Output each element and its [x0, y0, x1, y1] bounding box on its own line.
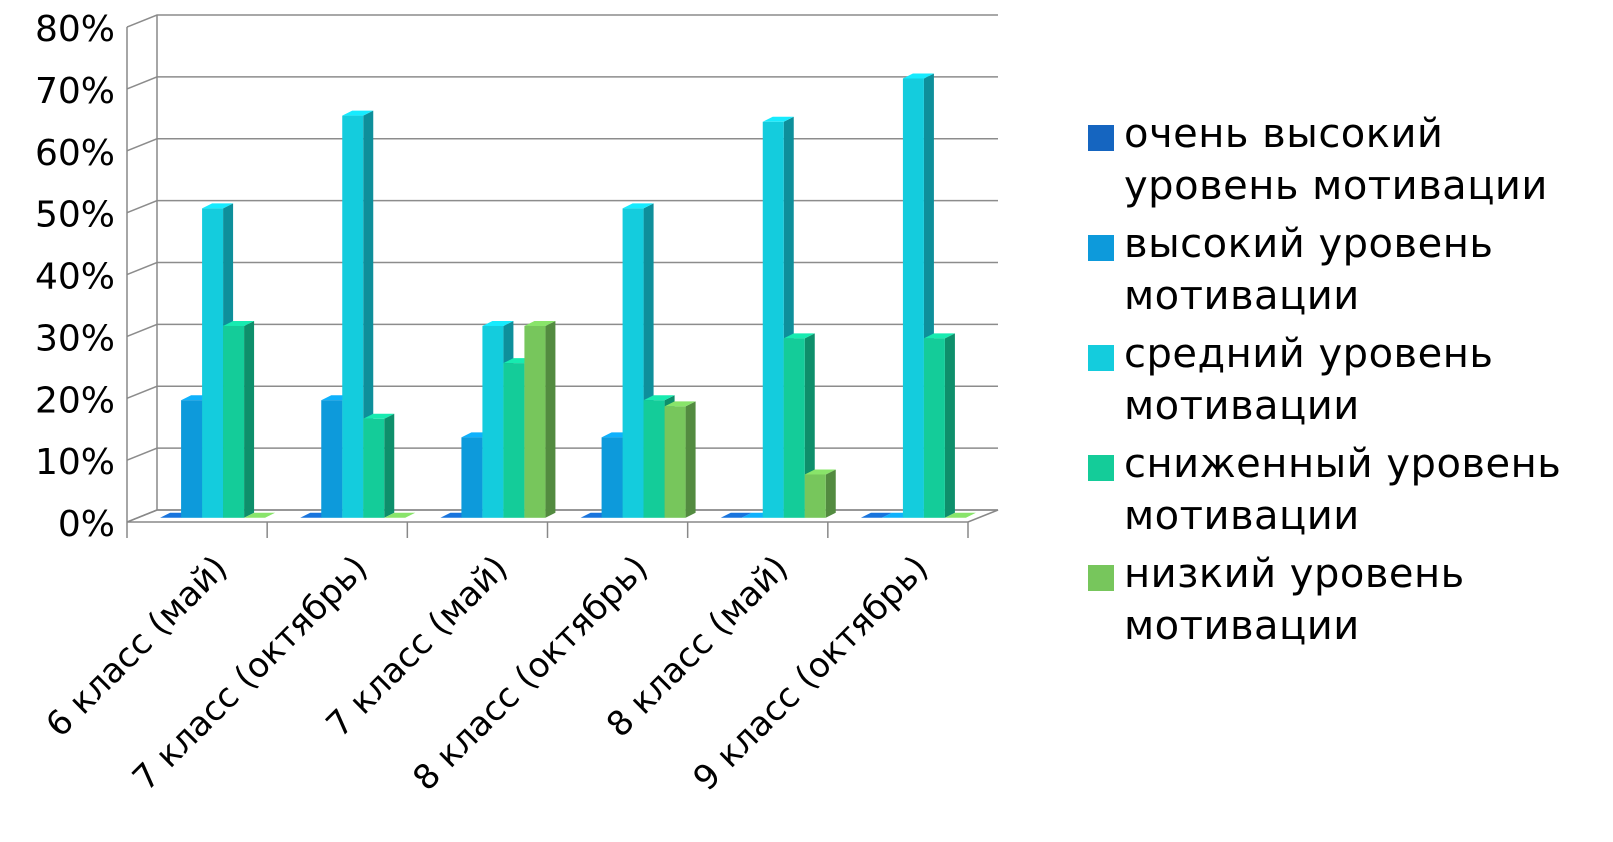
bars — [160, 73, 976, 518]
legend-swatch — [1088, 235, 1114, 261]
bar-front — [202, 208, 224, 518]
legend-item: высокий уровень мотивации — [1088, 218, 1608, 322]
gridline — [126, 76, 998, 90]
bar — [384, 512, 416, 518]
x-axis-tick-labels: 6 класс (май)7 класс (октябрь)7 класс (м… — [38, 548, 936, 799]
bar-side — [944, 333, 955, 518]
bar-top — [944, 512, 976, 518]
x-tick-label: 7 класс (октябрь) — [125, 548, 376, 799]
x-tick-label: 8 класс (октябрь) — [405, 548, 656, 799]
bar — [664, 401, 696, 518]
y-tick-label: 40% — [35, 257, 115, 298]
x-tick-label: 9 класс (октябрь) — [686, 548, 937, 799]
bar-front — [524, 325, 546, 518]
bar-top — [664, 401, 696, 407]
bar-top — [363, 413, 395, 419]
gridline — [126, 385, 998, 399]
legend-swatch — [1088, 125, 1114, 151]
bar — [720, 512, 752, 518]
bar-top — [783, 333, 815, 339]
y-tick-label: 10% — [35, 442, 115, 483]
bar-top — [202, 203, 234, 209]
legend-label: средний уровень мотивации — [1124, 331, 1494, 429]
legend-item: средний уровень мотивации — [1088, 328, 1608, 432]
bar — [622, 203, 654, 518]
bar-side — [825, 469, 836, 518]
legend-swatch — [1088, 455, 1114, 481]
bar-front — [804, 474, 826, 518]
legend-swatch — [1088, 565, 1114, 591]
y-tick-label: 60% — [35, 133, 115, 174]
legend-label: низкий уровень мотивации — [1124, 551, 1465, 649]
bar-top — [622, 203, 654, 209]
y-tick-label: 30% — [35, 318, 115, 359]
bar-front — [363, 418, 385, 518]
bar-top — [342, 110, 374, 116]
bar-front — [482, 325, 504, 518]
bar-chart: 0% 10% 20% 30% 40% 50% 60% 70% 80% 6 класс (май)… — [35, 9, 999, 799]
legend-label: очень высокий уровень мотивации — [1124, 111, 1548, 209]
legend-item: очень высокий уровень мотивации — [1088, 108, 1608, 212]
grid-lines — [126, 14, 998, 523]
bar — [342, 110, 374, 518]
bar-top — [923, 333, 955, 339]
bar-front — [342, 115, 364, 518]
bar-front — [461, 437, 483, 518]
bar-front — [181, 400, 203, 518]
legend-item: сниженный уровень мотивации — [1088, 438, 1608, 542]
y-tick-label: 50% — [35, 195, 115, 236]
bar-front — [783, 338, 805, 518]
y-tick-label: 80% — [35, 9, 115, 50]
bar — [944, 512, 976, 518]
bar-top — [384, 512, 416, 518]
bar-top — [902, 73, 934, 79]
bar-front — [622, 208, 644, 518]
gridline — [126, 261, 998, 276]
bar-front — [923, 338, 945, 518]
y-tick-label: 70% — [35, 71, 115, 112]
legend-label: высокий уровень мотивации — [1124, 221, 1494, 319]
bar-top — [720, 512, 752, 518]
bar-top — [244, 512, 276, 518]
bar-front — [223, 325, 245, 518]
legend-item: низкий уровень мотивации — [1088, 548, 1608, 652]
bar-side — [244, 320, 255, 518]
bar-front — [321, 400, 343, 518]
bar-side — [685, 401, 696, 518]
bar — [524, 320, 556, 518]
bar — [244, 512, 276, 518]
legend-label: сниженный уровень мотивации — [1124, 441, 1562, 539]
bar — [223, 320, 255, 518]
bar — [804, 469, 836, 518]
gridline — [126, 14, 998, 28]
y-tick-label: 0% — [58, 504, 115, 545]
bar-front — [902, 78, 924, 518]
bar-front — [601, 437, 623, 518]
y-axis-tick-labels: 0% 10% 20% 30% 40% 50% 60% 70% 80% — [35, 9, 115, 545]
bar-top — [524, 320, 556, 326]
bar-front — [503, 363, 525, 518]
bar-top — [482, 320, 514, 326]
gridline — [126, 199, 998, 214]
legend-swatch — [1088, 345, 1114, 371]
bar-front — [762, 121, 784, 518]
bar — [363, 413, 395, 518]
axes — [126, 15, 999, 538]
bar — [860, 512, 892, 518]
bar-top — [762, 116, 794, 122]
gridline — [126, 447, 998, 461]
legend: очень высокий уровень мотивации высокий у… — [1088, 108, 1608, 658]
bar-top — [860, 512, 892, 518]
y-tick-label: 20% — [35, 380, 115, 421]
bar-side — [545, 320, 556, 518]
bar-front — [664, 406, 686, 518]
bar-top — [804, 469, 836, 475]
bar-front — [643, 400, 665, 518]
bar-top — [643, 395, 675, 401]
gridline — [126, 138, 998, 152]
bar-top — [223, 320, 255, 326]
gridline — [126, 323, 998, 338]
bar-side — [384, 413, 395, 518]
bar — [923, 333, 955, 518]
